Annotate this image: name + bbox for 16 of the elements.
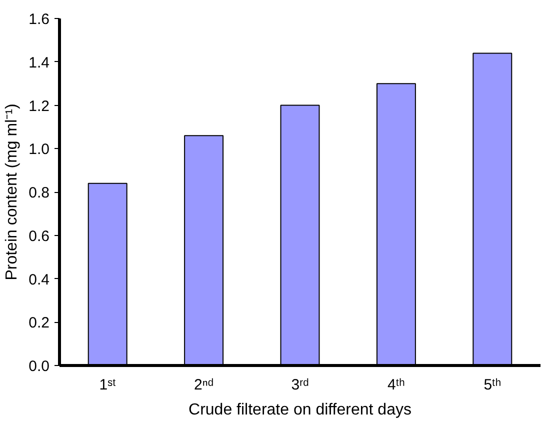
y-tick-label: 0.0 bbox=[28, 358, 50, 375]
y-tick-label: 1.6 bbox=[28, 11, 50, 28]
x-tick-label: 1ˢᵗ bbox=[99, 376, 116, 394]
y-tick-label: 0.4 bbox=[28, 271, 50, 288]
y-axis-title: Protein content (mg ml⁻¹) bbox=[4, 104, 21, 280]
x-tick-label: 3ʳᵈ bbox=[291, 376, 310, 394]
y-tick-label: 1.4 bbox=[28, 54, 50, 72]
x-tick-label: 5ᵗʰ bbox=[484, 376, 502, 394]
x-tick-label: 4ᵗʰ bbox=[388, 376, 406, 394]
x-tick-label: 2ⁿᵈ bbox=[194, 376, 214, 394]
x-axis-title: Crude filterate on different days bbox=[188, 402, 412, 418]
y-tick-label: 0.8 bbox=[28, 184, 50, 202]
y-tick-label: 0.6 bbox=[28, 228, 50, 245]
y-tick-label: 0.2 bbox=[28, 314, 50, 332]
y-tick-label: 1.2 bbox=[28, 98, 50, 115]
y-tick-label: 1.0 bbox=[28, 141, 50, 158]
